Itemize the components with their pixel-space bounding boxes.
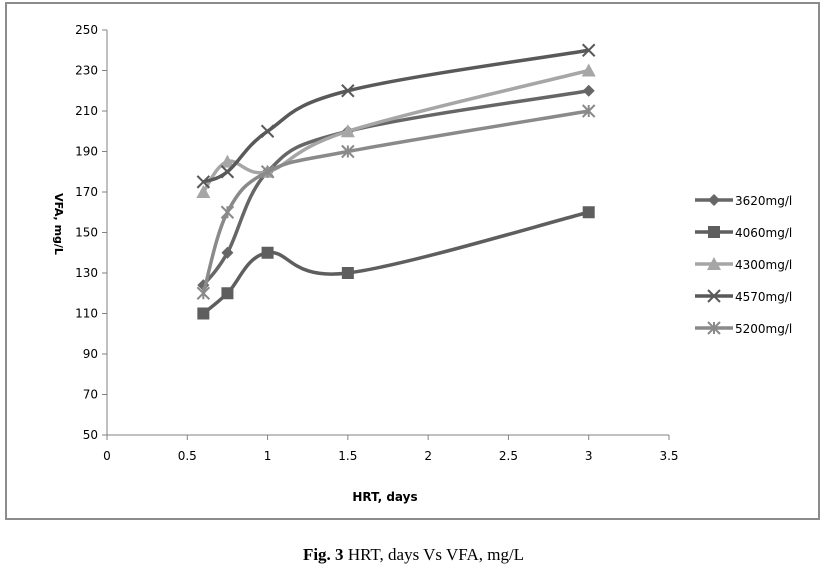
legend-marker: [707, 289, 721, 303]
legend-label: 4570mg/l: [735, 290, 792, 304]
series-4060mgl: [197, 206, 595, 320]
data-point: [221, 246, 234, 259]
y-tick-label: 90: [83, 347, 98, 361]
series-5200mgl: [196, 104, 596, 300]
series-layer: [196, 43, 596, 320]
data-point: [341, 84, 355, 98]
x-tick-label: 1.5: [338, 449, 357, 463]
series-4300mgl: [196, 63, 596, 198]
figure-caption: Fig. 3 HRT, days Vs VFA, mg/L: [0, 545, 827, 565]
legend-entry: 5200mg/l: [695, 321, 792, 336]
legend: 3620mg/l 4060mg/l 4300mg/l 4570mg/l 5200mg/l: [695, 194, 792, 336]
data-point: [220, 165, 235, 179]
legend-marker: [707, 321, 721, 335]
y-tick-label: 70: [83, 388, 98, 402]
y-tick-label: 250: [75, 23, 98, 37]
x-tick-label: 2.5: [499, 449, 518, 463]
legend-entry: 4300mg/l: [695, 257, 792, 272]
data-point: [341, 144, 355, 159]
data-point: [220, 205, 235, 219]
legend-label: 4060mg/l: [735, 226, 792, 240]
chart-frame: 50 70 90 110 130 150 170 190 210 230 250 0 0.5 1 1.5 2 2…: [5, 2, 820, 520]
data-point: [582, 84, 595, 97]
x-axis-title: HRT, days: [352, 490, 417, 504]
series-3620mgl: [197, 84, 595, 292]
data-point: [582, 104, 596, 118]
x-tick-label: 3: [585, 449, 593, 463]
data-point: [220, 154, 235, 168]
y-tick-label: 130: [75, 266, 98, 280]
data-point: [197, 307, 210, 320]
caption-label: Fig. 3: [302, 545, 344, 564]
y-tick-label: 230: [75, 64, 98, 78]
series-line: [202, 210, 590, 315]
y-tick-label: 170: [75, 185, 98, 199]
data-point: [260, 165, 275, 179]
y-tick-label: 210: [75, 104, 98, 118]
data-point: [196, 286, 211, 300]
legend-label: 3620mg/l: [735, 194, 792, 208]
y-tick-label: 50: [83, 428, 98, 442]
legend-marker: [707, 257, 721, 270]
data-point: [582, 206, 595, 219]
x-tick-label: 0: [103, 449, 111, 463]
y-tick-label: 150: [75, 226, 98, 240]
y-tick-label: 190: [75, 145, 98, 159]
data-point: [582, 43, 596, 57]
x-tick-label: 2: [424, 449, 432, 463]
legend-marker: [708, 194, 720, 206]
series-line: [201, 109, 590, 294]
legend-label: 5200mg/l: [735, 322, 792, 336]
data-point: [260, 124, 275, 138]
caption-text: HRT, days Vs VFA, mg/L: [343, 545, 525, 564]
data-point: [196, 185, 211, 198]
x-tick-label: 1: [264, 449, 272, 463]
data-point: [261, 246, 274, 259]
legend-entry: 3620mg/l: [695, 194, 792, 208]
data-point: [341, 267, 354, 279]
legend-label: 4300mg/l: [735, 258, 792, 272]
y-axis-title: VFA, mg/L: [52, 193, 65, 255]
axes: 50 70 90 110 130 150 170 190 210 230 250 0 0.5 1 1.5 2 2…: [52, 23, 679, 504]
data-point: [340, 124, 355, 138]
x-tick-label: 3.5: [659, 449, 678, 463]
legend-marker: [708, 226, 720, 238]
data-point: [581, 63, 596, 77]
data-point: [221, 287, 234, 300]
series-4570mgl: [196, 43, 596, 189]
x-tick-label: 0.5: [178, 449, 197, 463]
legend-entry: 4060mg/l: [695, 226, 792, 240]
legend-entry: 4570mg/l: [695, 289, 792, 304]
chart-svg: 50 70 90 110 130 150 170 190 210 230 250 0 0.5 1 1.5 2 2…: [52, 23, 792, 504]
data-point: [196, 175, 211, 189]
y-tick-label: 110: [75, 307, 98, 321]
